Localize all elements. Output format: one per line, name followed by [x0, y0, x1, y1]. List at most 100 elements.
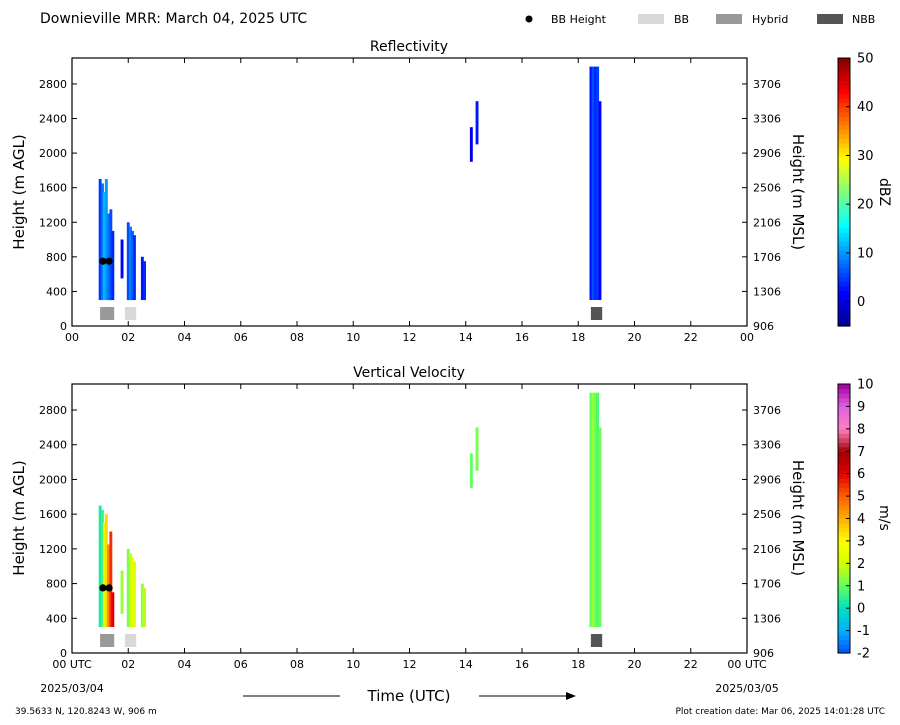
colorbar-segment	[838, 281, 850, 287]
y-tick-label: 800	[46, 251, 67, 264]
echo-column	[133, 235, 136, 300]
x-tick-label: 00	[65, 331, 79, 344]
bb-type-marker	[124, 307, 137, 320]
x-tick-label: 08	[290, 658, 304, 671]
colorbar-segment	[838, 540, 850, 546]
colorbar-segment	[838, 200, 850, 206]
colorbar-segment	[838, 460, 850, 466]
x-tick-label: 00 UTC	[727, 658, 767, 671]
echo-column	[143, 261, 146, 301]
colorbar-segment	[838, 563, 850, 569]
colorbar-tick-label: 40	[857, 100, 874, 115]
echo-column	[104, 179, 108, 300]
echo-column	[109, 531, 113, 627]
x-tick-label: 12	[403, 331, 417, 344]
echo-column	[469, 453, 473, 489]
y-tick-label: 0	[60, 647, 67, 660]
colorbar-segment	[838, 518, 850, 524]
colorbar-tick-label: 7	[857, 445, 865, 460]
colorbar-segment	[838, 410, 850, 416]
colorbar-segment	[838, 545, 850, 551]
colorbar-segment	[838, 536, 850, 542]
colorbar-segment	[838, 192, 850, 198]
echo-column	[129, 553, 132, 627]
y-tick-label: 1200	[39, 543, 67, 556]
colorbar-segment	[838, 630, 850, 636]
bb-height-dot	[105, 584, 113, 592]
colorbar-segment	[838, 617, 850, 623]
y2-tick-label: 3306	[753, 439, 781, 452]
velocity-plot-frame	[71, 383, 748, 654]
creation-date-text: Plot creation date: Mar 06, 2025 14:01:2…	[675, 707, 885, 717]
colorbar-segment	[838, 415, 850, 421]
echo-column	[594, 66, 597, 300]
colorbar-segment	[838, 142, 850, 148]
x-tick-label: 22	[684, 658, 698, 671]
y2-tick-label: 1306	[753, 285, 781, 298]
colorbar-segment	[838, 437, 850, 443]
x-tick-label: 00	[740, 331, 754, 344]
colorbar-tick-label: 2	[857, 557, 865, 572]
echo-column	[475, 427, 479, 471]
colorbar-segment	[838, 572, 850, 578]
colorbar-segment	[838, 558, 850, 564]
colorbar-segment	[838, 392, 850, 399]
colorbar-segment	[838, 401, 850, 408]
colorbar-segment	[838, 254, 850, 260]
footer: 2025/03/04 2025/03/05 Time (UTC) 39.5633…	[15, 682, 885, 717]
echo-column	[591, 66, 595, 300]
legend-bb-swatch	[638, 14, 664, 24]
y2-tick-label: 3706	[753, 404, 781, 417]
colorbar-segment	[838, 71, 850, 77]
colorbar-segment	[838, 648, 850, 654]
colorbar-segment	[838, 514, 850, 520]
colorbar-segment	[838, 594, 850, 600]
colorbar-segment	[838, 196, 850, 202]
colorbar-segment	[838, 496, 850, 502]
location-text: 39.5633 N, 120.8243 W, 906 m	[15, 707, 157, 717]
x-tick-label: 20	[628, 658, 642, 671]
y-tick-label: 400	[46, 285, 67, 298]
y2-tick-label: 906	[753, 320, 774, 333]
colorbar-segment	[838, 89, 850, 95]
colorbar-segment	[838, 58, 850, 64]
reflectivity-ylabel: Height (m AGL)	[10, 134, 28, 249]
colorbar-tick-label: 10	[857, 246, 874, 261]
colorbar-tick-label: 0	[857, 602, 865, 617]
colorbar-segment	[838, 419, 850, 425]
colorbar-segment	[838, 111, 850, 117]
velocity-ylabel: Height (m AGL)	[10, 460, 28, 575]
x-tick-label: 02	[121, 658, 135, 671]
colorbar-segment	[838, 299, 850, 305]
colorbar-segment	[838, 500, 850, 506]
colorbar-segment	[838, 603, 850, 609]
colorbar-segment	[838, 241, 850, 247]
y2-tick-label: 1706	[753, 578, 781, 591]
y2-tick-label: 3706	[753, 78, 781, 91]
reflectivity-y2label: Height (m MSL)	[789, 134, 807, 250]
colorbar-segment	[838, 223, 850, 229]
colorbar-segment	[838, 174, 850, 180]
y2-tick-label: 906	[753, 647, 774, 660]
colorbar-segment	[838, 218, 850, 224]
colorbar-tick-label: 0	[857, 295, 865, 310]
y-tick-label: 2800	[39, 78, 67, 91]
y-tick-label: 2800	[39, 404, 67, 417]
x-tick-label: 08	[290, 331, 304, 344]
echo-column	[126, 548, 130, 627]
colorbar-segment	[838, 160, 850, 166]
velocity-title: Vertical Velocity	[353, 365, 465, 381]
colorbar-segment	[838, 388, 850, 394]
colorbar-segment	[838, 62, 850, 68]
x-tick-label: 10	[346, 658, 360, 671]
colorbar-segment	[838, 446, 850, 452]
x-tick-label: 12	[403, 658, 417, 671]
colorbar-segment	[838, 531, 850, 538]
legend-hybrid-swatch	[716, 14, 742, 24]
colorbar-segment	[838, 608, 850, 614]
echo-column	[98, 505, 102, 627]
colorbar-segment	[838, 178, 850, 184]
colorbar-segment	[838, 433, 850, 439]
echo-column	[98, 179, 102, 300]
